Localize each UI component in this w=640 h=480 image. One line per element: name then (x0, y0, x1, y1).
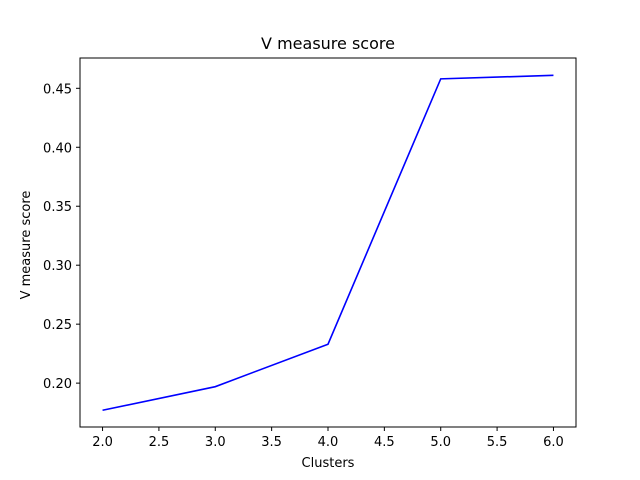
y-tick-label: 0.45 (43, 82, 72, 97)
x-tick-label: 3.0 (205, 435, 226, 450)
y-tick-label: 0.40 (43, 141, 72, 156)
x-tick-label: 4.5 (374, 435, 395, 450)
y-tick-label: 0.25 (43, 318, 72, 333)
x-tick-label: 2.0 (92, 435, 113, 450)
series-line (102, 74, 554, 412)
x-axis: 2.0 2.5 3.0 3.5 4.0 4.5 5.0 5.5 6.0 (92, 427, 564, 450)
y-tick-label: 0.35 (43, 200, 72, 215)
x-tick-label: 6.0 (543, 435, 564, 450)
y-tick-label: 0.20 (43, 377, 72, 392)
x-tick-label: 2.5 (149, 435, 170, 450)
x-tick-label: 4.0 (318, 435, 339, 450)
series-layer (102, 74, 554, 412)
y-axis: 0.20 0.25 0.30 0.35 0.40 0.45 (43, 82, 80, 392)
x-tick-label: 5.0 (430, 435, 451, 450)
x-tick-label: 3.5 (261, 435, 282, 450)
x-axis-label: Clusters (302, 456, 355, 471)
y-axis-label: V measure score (19, 191, 34, 300)
plot-area (79, 57, 577, 428)
x-tick-label: 5.5 (487, 435, 508, 450)
y-tick-label: 0.30 (43, 259, 72, 274)
chart-title: V measure score (261, 34, 395, 53)
